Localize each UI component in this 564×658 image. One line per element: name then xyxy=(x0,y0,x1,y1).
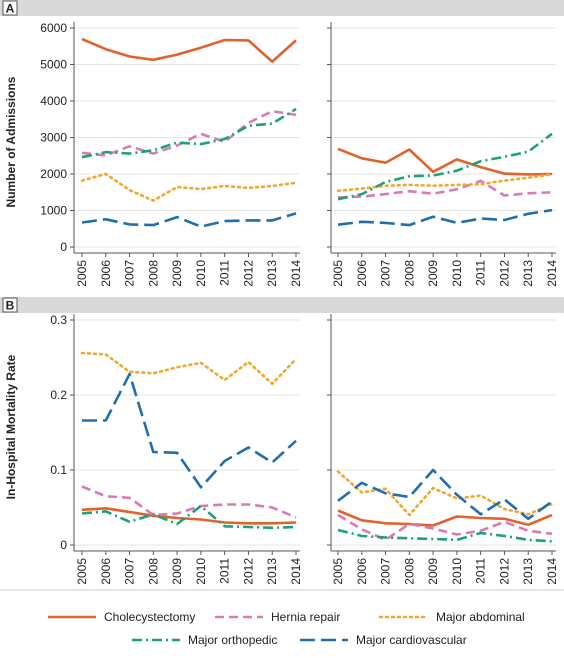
x-tick-label: 2007 xyxy=(123,558,137,585)
x-tick-label: 2012 xyxy=(497,558,511,585)
panel-a-label-box xyxy=(2,0,18,16)
panel-b-label-box xyxy=(2,297,18,313)
panel-a-header-bar xyxy=(0,0,564,16)
panel-a-ylabel: Number of Admissions xyxy=(4,76,18,207)
x-tick-label: 2011 xyxy=(218,260,232,286)
panel-a-label: A xyxy=(6,2,15,16)
x-tick-label: 2009 xyxy=(170,558,184,585)
series-line-hernia-repair xyxy=(337,513,553,542)
series-line-major-orthopedic xyxy=(337,528,553,543)
series-line-major-orthopedic xyxy=(81,107,297,159)
panel-b-header-bar xyxy=(0,297,564,313)
x-tick-label: 2011 xyxy=(474,260,488,286)
panel-a-subplot-2: 2005 2006 2007 2008 2009 2010 2011 2012 2013 2014 xyxy=(327,22,559,287)
y-tick-label: 0.2 xyxy=(50,388,67,402)
y-tick-label: 1000 xyxy=(40,204,67,218)
y-tick-label: 3000 xyxy=(40,131,67,145)
series-line-major-cardiovascular xyxy=(82,372,297,489)
x-tick-label: 2011 xyxy=(474,558,488,584)
legend-label-hernia-repair: Hernia repair xyxy=(271,610,340,624)
legend-label-major-orthopedic: Major orthopedic xyxy=(188,633,277,647)
y-tick-label: 6000 xyxy=(40,21,67,35)
panel-b-ylabel: In-Hospital Mortality Rate xyxy=(4,354,18,499)
x-tick-label: 2012 xyxy=(241,260,255,287)
panel-b-subplot-1: 0 0.1 0.2 0.3 2005 2006 2007 2008 2009 2010 2011 20… xyxy=(50,313,303,585)
series-line-cholecystectomy xyxy=(81,506,297,525)
x-tick-label: 2013 xyxy=(265,260,279,287)
series-line-major-abdominal xyxy=(336,173,554,193)
legend-label-major-cardiovascular: Major cardiovascular xyxy=(356,633,467,647)
x-tick-label: 2014 xyxy=(545,260,559,287)
legend-label-major-abdominal: Major abdominal xyxy=(436,610,525,624)
series-line-hernia-repair xyxy=(337,179,553,199)
y-tick-label: 5000 xyxy=(40,58,67,72)
series-line-major-cardiovascular xyxy=(337,208,553,227)
x-tick-label: 2008 xyxy=(402,558,416,585)
x-tick-label: 2009 xyxy=(170,260,184,287)
x-tick-label: 2008 xyxy=(402,260,416,287)
series-line-major-abdominal xyxy=(80,351,298,386)
series-line-cholecystectomy xyxy=(81,37,297,63)
legend-label-cholecystectomy: Cholecystectomy xyxy=(104,610,195,624)
x-tick-label: 2012 xyxy=(241,558,255,585)
x-tick-label: 2014 xyxy=(545,558,559,585)
series-line-hernia-repair xyxy=(81,485,297,519)
x-tick-label: 2008 xyxy=(146,558,160,585)
x-tick-label: 2013 xyxy=(265,558,279,585)
x-tick-label: 2007 xyxy=(123,260,137,287)
x-tick-label: 2009 xyxy=(426,558,440,585)
x-tick-label: 2012 xyxy=(497,260,511,287)
x-tick-label: 2014 xyxy=(289,260,303,287)
x-tick-label: 2006 xyxy=(99,260,113,287)
x-tick-label: 2014 xyxy=(289,558,303,585)
x-tick-label: 2005 xyxy=(331,260,345,287)
x-tick-label: 2006 xyxy=(355,558,369,585)
panel-b-subplot-2: 2005 2006 2007 2008 2009 2010 2011 2012 2013 2014 xyxy=(327,314,559,585)
legend: Cholecystectomy Hernia repair Major abdomi… xyxy=(48,610,525,647)
x-tick-label: 2005 xyxy=(75,260,89,287)
y-tick-label: 0 xyxy=(60,240,67,254)
y-tick-label: 0 xyxy=(60,538,67,552)
series-line-major-orthopedic xyxy=(337,132,553,201)
series-line-major-cardiovascular xyxy=(337,468,553,521)
series-line-major-cardiovascular xyxy=(81,212,297,228)
y-tick-label: 0.3 xyxy=(50,313,67,327)
x-tick-label: 2010 xyxy=(450,260,464,287)
x-tick-label: 2006 xyxy=(99,558,113,585)
x-tick-label: 2009 xyxy=(426,260,440,287)
x-tick-label: 2011 xyxy=(218,558,232,584)
x-tick-label: 2007 xyxy=(379,558,393,585)
x-tick-label: 2010 xyxy=(194,558,208,585)
x-tick-label: 2005 xyxy=(331,558,345,585)
series-line-major-abdominal xyxy=(336,470,554,517)
y-tick-label: 0.1 xyxy=(50,463,67,477)
panel-b-label: B xyxy=(6,299,15,313)
series-line-cholecystectomy xyxy=(337,509,553,527)
x-tick-label: 2010 xyxy=(450,558,464,585)
series-line-major-abdominal xyxy=(80,172,298,202)
x-tick-label: 2013 xyxy=(521,260,535,287)
series-line-cholecystectomy xyxy=(337,147,553,176)
x-tick-label: 2006 xyxy=(355,260,369,287)
y-tick-label: 4000 xyxy=(40,94,67,108)
series-line-hernia-repair xyxy=(81,109,297,157)
panel-a-subplot-1: 0 1000 2000 3000 4000 5000 6000 2005 2006 2007 200… xyxy=(40,21,303,287)
x-tick-label: 2005 xyxy=(75,558,89,585)
series-line-major-orthopedic xyxy=(81,504,297,530)
x-tick-label: 2013 xyxy=(521,558,535,585)
x-tick-label: 2008 xyxy=(146,260,160,287)
x-tick-label: 2010 xyxy=(194,260,208,287)
y-tick-label: 2000 xyxy=(40,167,67,181)
x-tick-label: 2007 xyxy=(379,260,393,287)
